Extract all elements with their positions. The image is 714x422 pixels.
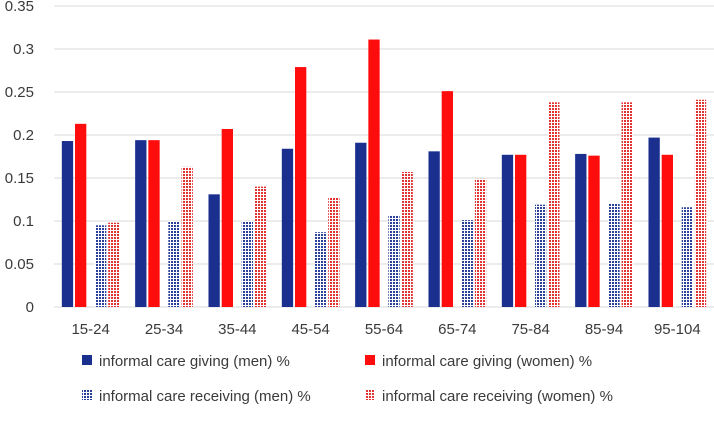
bar-25-34-series-4 [181, 166, 193, 307]
y-axis-ticks: 0 0.05 0.1 0.15 0.2 0.25 0.3 0.35 [5, 0, 34, 316]
legend-swatch [365, 390, 375, 400]
x-tick-label: 15-24 [71, 321, 109, 338]
bar-45-54-series-2 [295, 67, 307, 307]
bar-85-94-series-2 [588, 155, 600, 307]
bar-95-104-series-2 [661, 154, 673, 307]
legend-swatch [82, 390, 92, 400]
y-tick-label: 0.05 [5, 256, 34, 273]
bar-85-94-series-1 [575, 153, 587, 307]
bar-25-34-series-2 [148, 140, 160, 307]
x-tick-label: 35-44 [218, 321, 256, 338]
bar-75-84-series-2 [515, 154, 527, 307]
gridlines [54, 5, 714, 308]
bar-75-84-series-3 [535, 204, 547, 307]
bar-65-74-series-4 [474, 178, 487, 307]
bars [61, 39, 707, 308]
y-tick-label: 0.35 [5, 0, 34, 15]
bar-65-74-series-3 [461, 220, 473, 307]
bar-85-94-series-3 [608, 203, 620, 307]
y-tick-label: 0 [26, 299, 34, 316]
bar-35-44-series-2 [221, 128, 233, 307]
bar-65-74-series-2 [441, 91, 453, 307]
legend-label: informal care receiving (men) % [99, 388, 311, 405]
bar-85-94-series-4 [621, 102, 633, 307]
bar-95-104-series-4 [694, 99, 707, 308]
bar-45-54-series-3 [315, 232, 327, 307]
legend-swatch [365, 355, 375, 365]
bar-95-104-series-1 [648, 137, 660, 307]
bar-15-24-series-4 [108, 222, 120, 307]
bar-15-24-series-1 [61, 141, 74, 307]
x-tick-label: 65-74 [438, 321, 476, 338]
bar-35-44-series-3 [241, 221, 253, 307]
legend-label: informal care receiving (women) % [382, 388, 613, 405]
y-tick-label: 0.25 [5, 84, 34, 101]
legend-swatch [82, 355, 92, 365]
bar-55-64-series-1 [355, 142, 367, 307]
bar-15-24-series-2 [75, 123, 87, 307]
bar-45-54-series-1 [281, 148, 294, 307]
y-tick-label: 0.15 [5, 170, 34, 187]
legend-label: informal care giving (women) % [382, 353, 592, 370]
bar-65-74-series-1 [428, 151, 440, 307]
x-tick-label: 25-34 [145, 321, 183, 338]
bar-55-64-series-2 [368, 39, 380, 307]
bar-75-84-series-4 [548, 102, 560, 307]
bar-55-64-series-4 [401, 171, 413, 307]
bar-35-44-series-1 [208, 194, 220, 307]
bar-15-24-series-3 [95, 225, 107, 307]
x-tick-label: 45-54 [291, 321, 329, 338]
y-tick-label: 0.2 [13, 127, 34, 144]
bar-45-54-series-4 [328, 197, 340, 307]
legend-label: informal care giving (men) % [99, 353, 290, 370]
x-axis-ticks: 15-24 25-34 35-44 45-54 55-64 65-74 75-84 85-94… [71, 321, 700, 338]
x-tick-label: 95-104 [654, 321, 701, 338]
x-tick-label: 75-84 [511, 321, 549, 338]
bar-95-104-series-3 [681, 207, 693, 307]
x-tick-label: 85-94 [585, 321, 623, 338]
bar-55-64-series-3 [388, 214, 400, 307]
y-tick-label: 0.3 [13, 41, 34, 58]
bar-75-84-series-1 [501, 154, 514, 307]
y-tick-label: 0.1 [13, 213, 34, 230]
bar-35-44-series-4 [254, 186, 267, 307]
legend: informal care giving (men) % informal car… [82, 353, 613, 405]
bar-25-34-series-1 [135, 140, 147, 307]
bar-25-34-series-3 [168, 221, 180, 307]
x-tick-label: 55-64 [365, 321, 403, 338]
